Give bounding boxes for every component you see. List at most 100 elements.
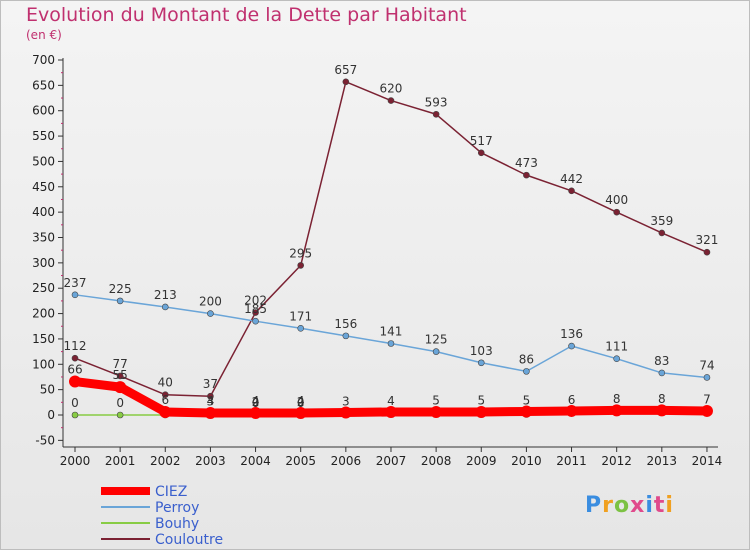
x-tick-label: 2014: [692, 454, 723, 468]
data-point-perroy: [658, 369, 666, 377]
data-point-perroy: [71, 291, 79, 299]
data-point-couloutre: [568, 187, 575, 195]
data-label-small: 8: [613, 392, 621, 406]
data-label-couloutre: 359: [650, 214, 673, 228]
data-label-perroy: 136: [560, 327, 583, 341]
data-label-ciez: 4: [252, 394, 260, 408]
proxiti-logo: Proxiti: [585, 493, 674, 518]
data-point-perroy: [161, 303, 169, 311]
data-point-perroy: [387, 340, 395, 347]
x-tick-label: 2011: [556, 454, 587, 468]
data-point-perroy: [297, 324, 305, 332]
data-point-ciez: [610, 404, 623, 417]
data-point-ciez: [204, 406, 217, 419]
data-point-bouhy: [116, 411, 124, 419]
data-point-couloutre: [703, 248, 711, 256]
y-tick-label: -50: [35, 433, 55, 447]
x-tick-label: 2000: [60, 454, 91, 468]
y-tick-label: 50: [40, 383, 55, 397]
data-label-perroy: 141: [380, 324, 403, 338]
data-label-small: 0: [252, 396, 260, 410]
data-point-ciez: [159, 405, 172, 418]
data-label-small: 5: [477, 393, 485, 407]
data-point-perroy: [207, 310, 214, 317]
y-tick-label: 100: [32, 357, 55, 371]
data-point-couloutre: [207, 392, 214, 400]
data-label-small: 3: [207, 394, 215, 408]
data-point-ciez: [69, 375, 81, 388]
data-label-couloutre: 77: [112, 357, 127, 371]
logo-letter: o: [613, 493, 631, 518]
data-label-couloutre: 473: [515, 156, 538, 170]
data-label-small: 2: [297, 395, 305, 409]
data-label-small: 8: [658, 392, 666, 406]
y-tick-label: 300: [32, 256, 55, 270]
data-label-ciez: 4: [207, 394, 215, 408]
logo-letter: t: [653, 493, 666, 518]
data-label-couloutre: 620: [380, 82, 403, 96]
logo-letter: i: [665, 493, 674, 518]
data-label-small: 7: [703, 392, 711, 406]
data-point-ciez: [700, 404, 713, 417]
data-point-ciez: [294, 406, 307, 419]
data-label-bouhy: 0: [116, 396, 124, 410]
data-point-ciez: [249, 406, 262, 419]
data-point-ciez: [655, 404, 668, 417]
data-label-ciez: 55: [112, 368, 127, 382]
data-label-small: 5: [432, 393, 440, 407]
y-tick-label: 650: [32, 78, 55, 92]
data-label-perroy: 213: [154, 288, 177, 302]
y-tick-label: 150: [32, 332, 55, 346]
x-tick-label: 2010: [511, 454, 542, 468]
y-tick-label: 450: [32, 180, 55, 194]
axes: -500501001502002503003504004505005506006…: [32, 53, 722, 468]
y-tick-label: 250: [32, 281, 55, 295]
y-tick-label: 550: [32, 129, 55, 143]
data-label-perroy: 111: [605, 340, 628, 354]
legend-label-couloutre: Couloutre: [155, 532, 223, 548]
data-label-ciez: 6: [161, 393, 169, 407]
data-label-perroy: 200: [199, 295, 222, 309]
data-label-couloutre: 442: [560, 172, 583, 186]
logo-letter: i: [645, 493, 654, 518]
y-tick-label: 700: [32, 53, 55, 67]
data-point-ciez: [339, 406, 352, 419]
data-label-couloutre: 321: [696, 233, 719, 247]
data-label-ciez: 4: [297, 394, 305, 408]
x-tick-label: 2002: [150, 454, 181, 468]
x-tick-label: 2003: [195, 454, 226, 468]
data-point-perroy: [703, 374, 711, 381]
data-label-small: 6: [568, 393, 576, 407]
data-point-couloutre: [613, 208, 620, 216]
data-label-perroy: 74: [699, 358, 714, 372]
data-point-couloutre: [477, 149, 485, 157]
x-tick-label: 2004: [240, 454, 271, 468]
data-point-couloutre: [658, 229, 666, 237]
y-tick-label: 500: [32, 154, 55, 168]
data-point-bouhy: [71, 411, 79, 419]
x-tick-label: 2006: [331, 454, 362, 468]
chart-subtitle: (en €): [26, 28, 62, 42]
data-label-ciez: 66: [67, 363, 82, 377]
y-tick-label: 600: [32, 104, 55, 118]
data-label-perroy: 86: [519, 352, 534, 366]
data-label-perroy: 225: [109, 282, 132, 296]
data-label-couloutre: 37: [203, 377, 218, 391]
data-point-couloutre: [297, 262, 305, 269]
data-point-perroy: [116, 297, 124, 305]
logo-letter: x: [630, 493, 646, 518]
data-label-small: 3: [342, 394, 350, 408]
data-label-couloutre: 40: [158, 376, 173, 390]
legend-label-perroy: Perroy: [155, 500, 199, 516]
data-point-couloutre: [523, 171, 530, 179]
data-label-bouhy: 0: [71, 396, 79, 410]
data-point-ciez: [565, 404, 578, 417]
data-label-small: 4: [387, 394, 395, 408]
data-label-couloutre: 593: [425, 95, 448, 109]
y-tick-label: 0: [47, 408, 55, 422]
data-point-couloutre: [71, 354, 79, 362]
data-point-perroy: [432, 348, 440, 355]
